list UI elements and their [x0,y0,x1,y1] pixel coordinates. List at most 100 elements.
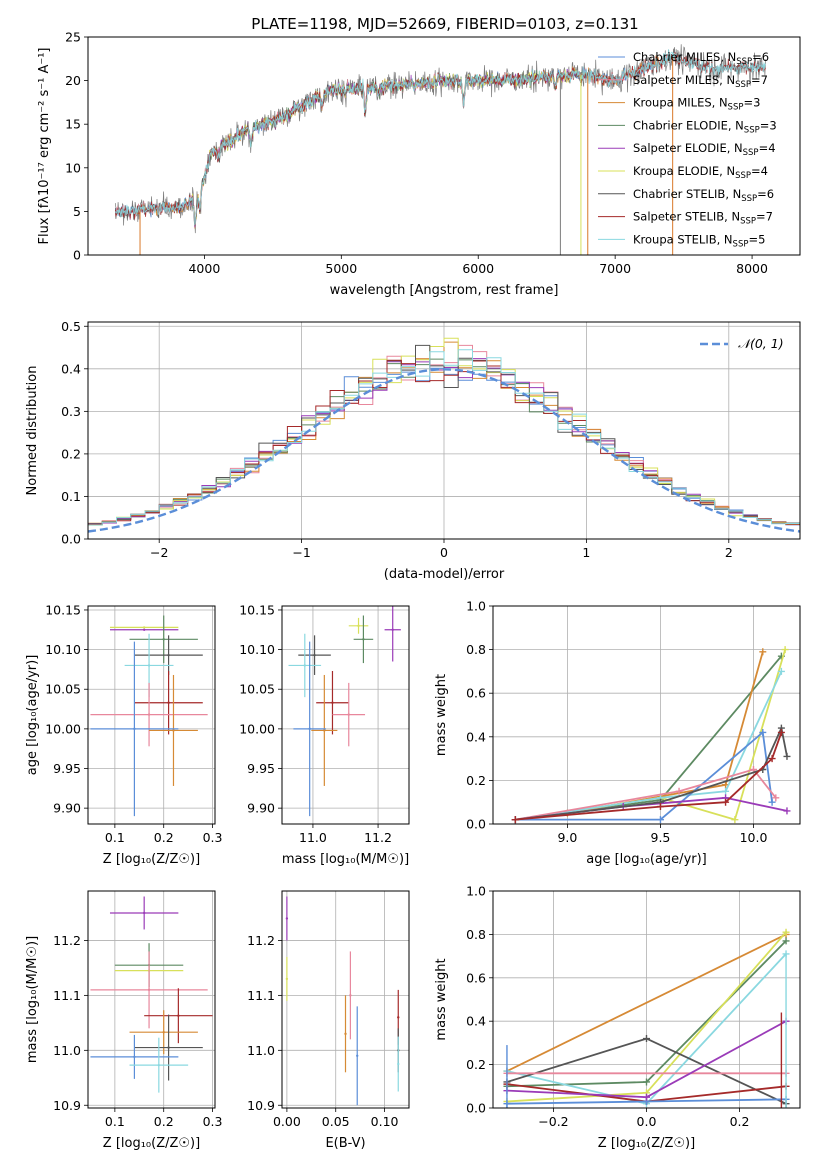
x-tick-label: 0.2 [154,1114,174,1129]
point-marker [344,1032,347,1036]
point-marker [397,1062,400,1066]
legend-suffix: =6 [757,187,774,201]
histogram-step-kroupa_stelib [88,349,800,526]
x-tick-label: 11.2 [364,830,392,845]
axes-frame [87,890,216,1109]
histogram-axes: −2 −1 0 1 2 0.0 0.1 0.2 0.3 0.4 0.5 (data-model)/er… [25,319,801,582]
point-marker [162,638,165,641]
point-marker [147,664,151,667]
point-marker [331,701,334,704]
histogram-plot-area [88,337,800,533]
y-tick-label: 20 [65,73,81,88]
legend-suffix: =7 [756,210,773,224]
y-tick-label: 0.8 [466,927,486,942]
x-tick-label: −2 [150,545,168,560]
y-tick-label: 0 [73,248,81,263]
y-axis-label: mass weight [434,674,449,756]
y-tick-label: 0.6 [466,970,486,985]
x-tick-label: 10.0 [740,830,768,845]
y-tick-label: 1.0 [466,884,486,899]
error-bar-point [332,682,366,747]
histogram-legend: 𝒩(0, 1) [700,336,784,351]
x-tick-label: 0.1 [105,1114,125,1129]
legend-entry: Salpeter ELODIE, NSSP=4 [633,141,776,158]
error-bar-point [90,951,208,1029]
point-marker [147,988,151,992]
age_vs_mass-plot-area [288,606,401,817]
point-marker [313,653,316,657]
x-axis-label: Z [log₁₀(Z/Z☉)] [103,1136,200,1151]
point-marker [142,626,146,629]
y-tick-label: 9.95 [247,761,275,776]
point-marker [285,917,289,920]
error-bar-point [298,635,331,675]
point-marker [167,1046,170,1049]
legend-subscript: SSP [743,148,759,158]
y-tick-label: 10.00 [239,721,275,736]
y-tick-label: 10.00 [45,721,81,736]
y-tick-label: 0.2 [466,1057,486,1072]
y-tick-label: 11.0 [53,1043,81,1058]
normal-curve [88,368,800,533]
legend-suffix: =6 [752,50,769,64]
mass_weight_vs_Z-plot-area [503,928,790,1108]
legend-entry: Salpeter MILES, NSSP=7 [633,73,768,90]
plus-marker [772,794,780,802]
point-marker [167,701,170,704]
y-tick-label: 15 [65,117,81,132]
error-bar-point [384,606,401,662]
legend-suffix: =4 [759,141,776,155]
spectrum-model-kroupa_miles [135,53,673,229]
point-marker [357,624,360,628]
legend-entry: 𝒩(0, 1) [738,336,784,351]
y-tick-label: 0.2 [466,773,486,788]
spectrum-axes: 4000 5000 6000 7000 8000 0 5 10 15 20 25 wavelength… [37,30,801,298]
legend-entry: Chabrier ELODIE, NSSP=3 [633,118,777,135]
legend-suffix: =7 [751,73,768,87]
point-marker [308,727,311,731]
plus-marker [768,755,776,763]
mass-weight-line-kroupa_miles [506,933,787,1072]
error-bar-point [144,988,213,1044]
plus-marker [722,798,730,806]
point-marker [167,653,170,657]
y-tick-label: 10.10 [45,642,81,657]
axes-frame [281,890,410,1109]
mass_vs_ebv-plot-area [285,896,400,1106]
y-tick-label: 0.0 [466,817,486,832]
x-tick-label: 4000 [188,261,220,276]
x-tick-label: 0.2 [730,1114,750,1129]
y-tick-label: 0.6 [466,686,486,701]
x-tick-label: 2 [725,545,733,560]
mass_vs_Z-plot-area [90,896,213,1093]
x-tick-label: 0 [440,545,448,560]
axes-frame [87,605,216,825]
x-tick-label: 0.00 [273,1114,301,1129]
error-bar-point [109,626,179,629]
y-tick-label: 5 [73,204,81,219]
legend-entry: Salpeter STELIB, NSSP=7 [633,210,773,227]
plus-marker [511,816,519,824]
mass-weight-line-salpeter_miles [515,768,777,821]
x-tick-label: 0.3 [203,1114,223,1129]
point-marker [147,713,151,716]
error-bar-point [316,671,349,735]
plus-marker [783,807,791,815]
y-tick-label: 10.05 [239,682,275,697]
x-tick-label: 9.5 [651,830,671,845]
mass_vs_ebv-axes: 0.00 0.05 0.10 10.9 11.0 11.1 11.2 E(B-V) [247,890,410,1151]
x-axis-label: Z [log₁₀(Z/Z☉)] [103,852,200,867]
mass-weight-line-chabrier_miles [515,730,773,821]
point-marker [177,1014,180,1017]
error-bar-point [397,1036,400,1092]
error-bar-point [285,896,289,941]
y-tick-label: 11.1 [247,988,275,1003]
point-marker [133,727,136,731]
y-tick-label: 9.90 [53,801,81,816]
y-tick-label: 10.15 [239,602,275,617]
x-tick-label: 0.0 [637,1114,657,1129]
error-bar-point [134,1014,203,1081]
x-tick-label: 0.05 [322,1114,350,1129]
error-bar-point [129,1010,198,1055]
age_vs_Z-axes: 0.1 0.2 0.3 9.90 9.95 10.00 10.05 10.10 10.15 Z [… [25,602,223,867]
